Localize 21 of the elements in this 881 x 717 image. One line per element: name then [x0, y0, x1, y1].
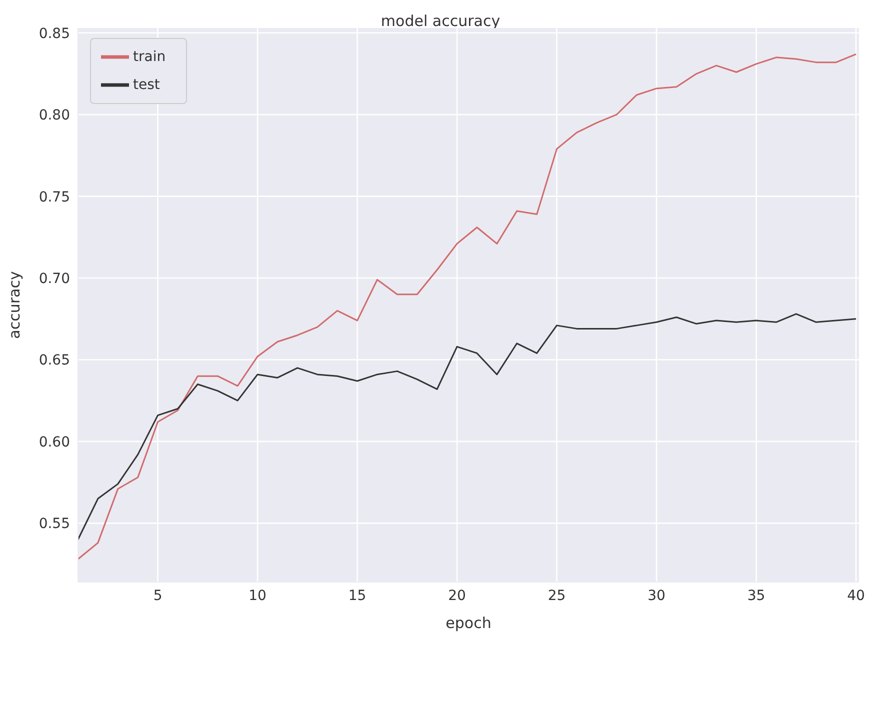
x-tick-label: 25 — [548, 588, 566, 604]
x-tick-label: 15 — [348, 588, 366, 604]
x-axis-title: epoch — [446, 614, 492, 632]
x-tick-label: 10 — [248, 588, 266, 604]
x-tick-label: 20 — [448, 588, 466, 604]
legend-label: train — [133, 48, 166, 65]
y-tick-label: 0.85 — [38, 26, 70, 42]
x-tick-label: 5 — [153, 588, 162, 604]
y-axis-title: accuracy — [5, 271, 24, 339]
y-tick-label: 0.60 — [38, 434, 70, 450]
y-tick-label: 0.55 — [38, 516, 70, 532]
y-tick-label: 0.80 — [38, 108, 70, 124]
line-series — [78, 313, 857, 540]
chart-title: model accuracy — [380, 12, 500, 30]
x-tick-label: 30 — [648, 588, 666, 604]
legend-label: test — [133, 76, 160, 93]
y-tick-label: 0.75 — [38, 189, 70, 206]
y-tick-label: 0.65 — [38, 352, 70, 369]
y-tick-label: 0.70 — [38, 271, 70, 288]
x-tick-label: 35 — [747, 588, 766, 604]
x-tick-label: 40 — [847, 588, 865, 604]
